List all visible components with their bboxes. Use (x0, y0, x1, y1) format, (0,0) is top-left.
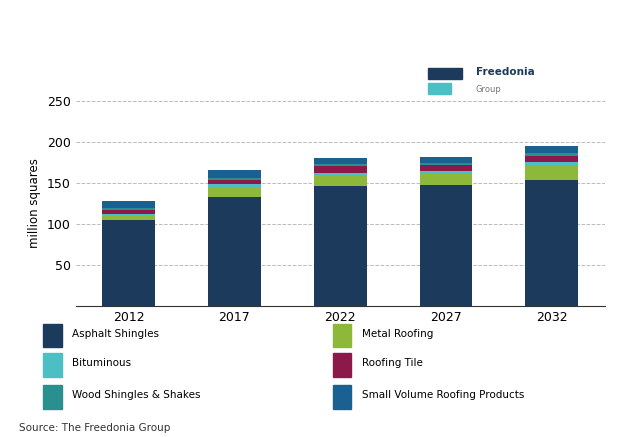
Bar (314, 186, 367, 306)
Bar (333, 353, 352, 377)
Bar (525, 162, 578, 166)
Bar (102, 214, 155, 215)
Text: Roofing Tile: Roofing Tile (362, 358, 423, 368)
Bar (525, 166, 578, 180)
Bar (43, 353, 62, 377)
Bar (43, 323, 62, 347)
Bar (102, 201, 155, 208)
Bar (420, 185, 472, 306)
Bar (333, 385, 352, 409)
Text: Figure 3-2.: Figure 3-2. (9, 10, 77, 20)
Text: Bituminous: Bituminous (72, 358, 131, 368)
Text: Freedonia: Freedonia (476, 67, 534, 77)
Bar (314, 173, 367, 175)
Text: Small Volume Roofing Products: Small Volume Roofing Products (362, 390, 524, 400)
Bar (420, 171, 472, 173)
Bar (314, 175, 367, 186)
Bar (525, 153, 578, 156)
Text: Metal Roofing: Metal Roofing (362, 329, 433, 339)
Y-axis label: million squares: million squares (28, 158, 42, 248)
Text: (million squares): (million squares) (9, 70, 115, 80)
Text: 2012, 2017, 2022, 2027, & 2032: 2012, 2017, 2022, 2027, & 2032 (9, 49, 210, 59)
Bar (420, 173, 472, 185)
Bar (525, 156, 578, 162)
Bar (208, 178, 261, 180)
Bar (208, 170, 261, 178)
Bar (208, 184, 261, 187)
Text: Wood Shingles & Shakes: Wood Shingles & Shakes (72, 390, 200, 400)
Bar (102, 215, 155, 220)
Bar (102, 210, 155, 214)
Bar (333, 323, 352, 347)
Bar (314, 158, 367, 164)
Bar (420, 163, 472, 166)
Bar (208, 180, 261, 184)
Bar (420, 157, 472, 163)
Text: Group: Group (476, 85, 501, 94)
Bar (208, 187, 261, 197)
Text: Source: The Freedonia Group: Source: The Freedonia Group (19, 423, 170, 433)
Bar (525, 180, 578, 306)
Bar (102, 208, 155, 210)
Text: Asphalt Shingles: Asphalt Shingles (72, 329, 159, 339)
Bar (208, 197, 261, 306)
Bar (420, 166, 472, 171)
Bar (525, 146, 578, 153)
Bar (314, 166, 367, 173)
Bar (314, 164, 367, 166)
Text: Residential Roofing Demand by Product,: Residential Roofing Demand by Product, (9, 30, 263, 40)
Bar (102, 220, 155, 306)
FancyBboxPatch shape (428, 68, 462, 80)
Bar (43, 385, 62, 409)
FancyBboxPatch shape (428, 83, 451, 94)
